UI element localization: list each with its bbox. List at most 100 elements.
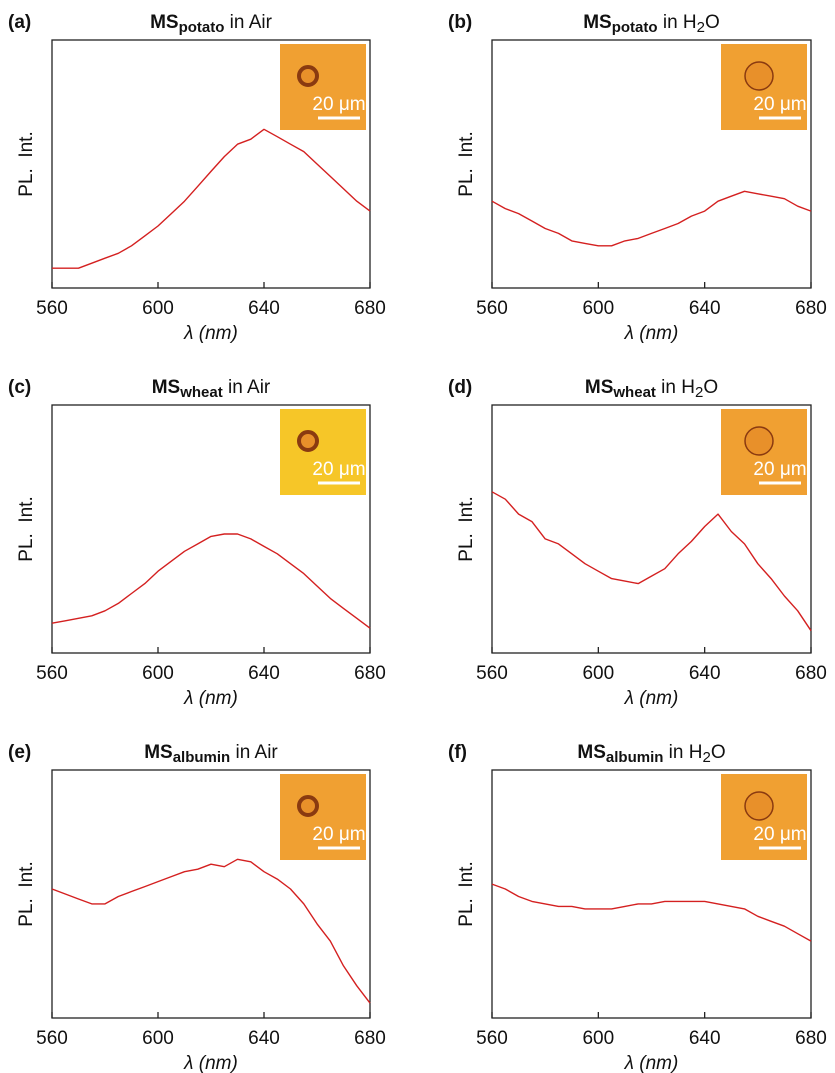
plot-frame (491, 404, 812, 654)
scale-label: 20 μm (753, 459, 806, 480)
x-tick-label: 600 (582, 1028, 614, 1049)
panel-title: MSalbumin in H2O (577, 742, 725, 766)
title-part: potato (612, 19, 658, 36)
x-tick-label: 680 (354, 1028, 386, 1049)
x-tick-label: 640 (248, 298, 280, 319)
x-tick-label: 600 (142, 1028, 174, 1049)
x-tick-label: 680 (354, 663, 386, 684)
x-tick-label: 600 (142, 298, 174, 319)
title-part: in Air (223, 377, 271, 398)
x-tick-label: 560 (476, 298, 508, 319)
panel-label: (e) (8, 742, 31, 763)
spectrum-line (491, 190, 812, 247)
x-tick-label: 640 (248, 1028, 280, 1049)
y-axis-label: PL. Int. (456, 131, 477, 196)
x-tick-label: 560 (36, 663, 68, 684)
title-part: in H (658, 12, 697, 33)
x-tick-label: 680 (354, 298, 386, 319)
x-axis-label: λ (nm) (183, 688, 238, 709)
title-part: O (711, 742, 726, 763)
spectrum-line (51, 858, 371, 1004)
inset-sphere (744, 61, 774, 91)
title-part: MS (577, 742, 606, 763)
scale-label: 20 μm (753, 94, 806, 115)
y-axis-label: PL. Int. (456, 496, 477, 561)
inset-sphere (297, 430, 319, 452)
inset-sphere (297, 795, 319, 817)
scale-label: 20 μm (312, 94, 365, 115)
title-part: MS (144, 742, 173, 763)
y-axis-label: PL. Int. (456, 861, 477, 926)
inset-image: 20 μm (721, 409, 807, 495)
x-tick-label: 680 (795, 663, 827, 684)
plot-frame (51, 39, 371, 289)
panel-title: MSpotato in H2O (583, 12, 720, 36)
title-part: MS (585, 377, 614, 398)
title-part: MS (152, 377, 181, 398)
x-axis-label: λ (nm) (624, 1053, 679, 1073)
panel-title: MSpotato in Air (150, 12, 273, 36)
plot-frame (51, 769, 371, 1019)
title-part: in H (663, 742, 702, 763)
plot-frame (491, 769, 812, 1019)
title-part: in Air (230, 742, 278, 763)
title-part: MS (583, 12, 612, 33)
title-part: wheat (612, 384, 656, 401)
inset-sphere (744, 426, 774, 456)
inset-background (280, 409, 366, 495)
plot-frame (491, 39, 812, 289)
inset-image: 20 μm (721, 774, 807, 860)
x-tick-label: 600 (582, 298, 614, 319)
title-part: potato (179, 19, 225, 36)
spectrum-line (491, 491, 812, 632)
spectrum-line (52, 128, 371, 269)
inset-background (280, 44, 366, 130)
inset-image: 20 μm (721, 44, 807, 130)
x-tick-label: 640 (689, 663, 721, 684)
x-tick-label: 560 (36, 1028, 68, 1049)
spectrum-line (491, 883, 812, 942)
x-axis-label: λ (nm) (183, 323, 238, 344)
panel-title: MSwheat in H2O (585, 377, 718, 401)
panel-label: (c) (8, 377, 31, 398)
scale-label: 20 μm (753, 824, 806, 845)
panel-label: (f) (448, 742, 467, 763)
title-part: 2 (702, 749, 710, 766)
y-axis-label: PL. Int. (16, 131, 37, 196)
x-tick-label: 560 (476, 663, 508, 684)
panel-label: (d) (448, 377, 472, 398)
inset-sphere (744, 791, 774, 821)
x-axis-label: λ (nm) (624, 688, 679, 709)
panel-title: MSalbumin in Air (144, 742, 278, 766)
title-part: albumin (173, 749, 231, 766)
x-tick-label: 560 (476, 1028, 508, 1049)
x-axis-label: λ (nm) (624, 323, 679, 344)
inset-image: 20 μm (280, 409, 366, 495)
title-part: 2 (697, 19, 705, 36)
y-axis-label: PL. Int. (16, 861, 37, 926)
panel-title: MSwheat in Air (152, 377, 271, 401)
x-tick-label: 640 (689, 1028, 721, 1049)
inset-background (280, 774, 366, 860)
title-part: in Air (224, 12, 272, 33)
spectrum-line (51, 533, 371, 629)
title-part: 2 (695, 384, 703, 401)
title-part: in H (656, 377, 695, 398)
scale-label: 20 μm (312, 459, 365, 480)
plot-frame (51, 404, 371, 654)
x-tick-label: 640 (689, 298, 721, 319)
inset-sphere (297, 65, 319, 87)
inset-image: 20 μm (280, 44, 366, 130)
panel-label: (b) (448, 12, 472, 33)
x-tick-label: 560 (36, 298, 68, 319)
title-part: wheat (179, 384, 223, 401)
scale-label: 20 μm (312, 824, 365, 845)
panel-label: (a) (8, 12, 31, 33)
inset-image: 20 μm (280, 774, 366, 860)
x-tick-label: 680 (795, 298, 827, 319)
x-tick-label: 640 (248, 663, 280, 684)
title-part: MS (150, 12, 179, 33)
x-axis-label: λ (nm) (183, 1053, 238, 1073)
title-part: O (703, 377, 718, 398)
